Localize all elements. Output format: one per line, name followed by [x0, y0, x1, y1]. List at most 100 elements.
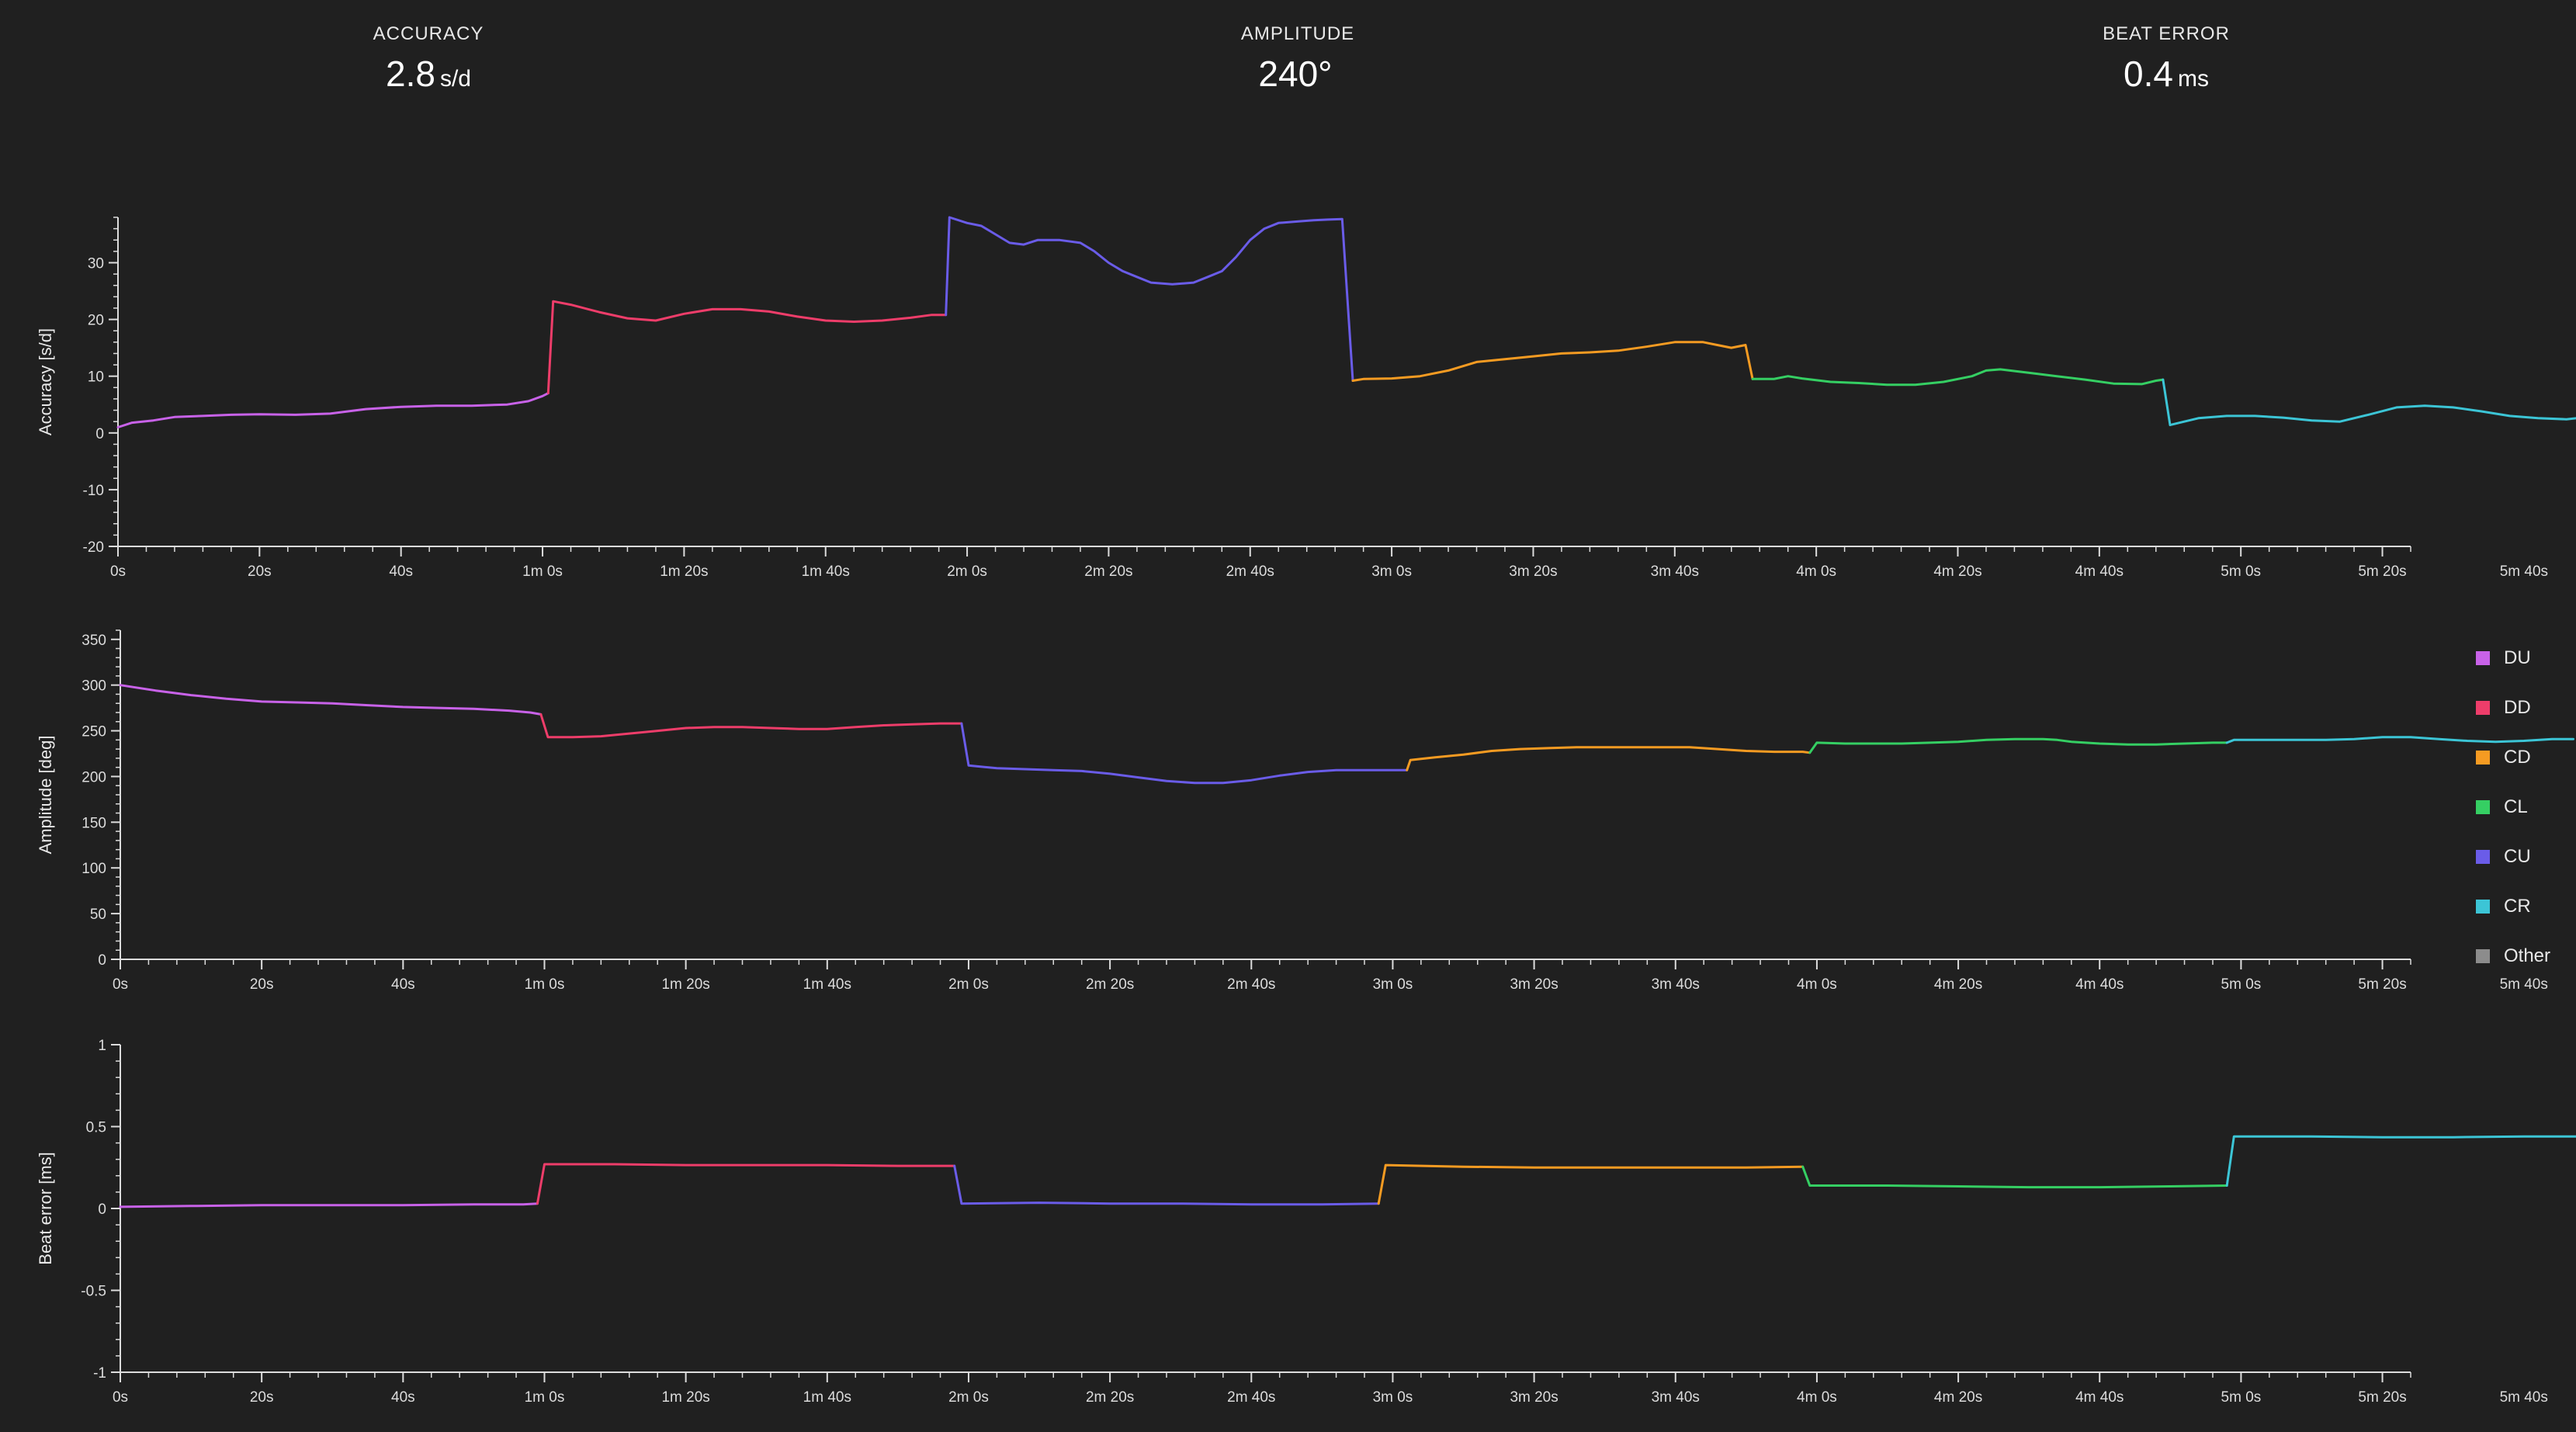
legend-label: CD: [2504, 747, 2531, 768]
x-tick-label: 5m 40s: [2500, 563, 2548, 580]
x-tick-label: 2m 0s: [948, 976, 989, 993]
x-tick-label: 1m 20s: [660, 563, 708, 580]
legend-swatch: [2476, 900, 2490, 914]
series-line-2: [546, 300, 948, 395]
series-line-4: [1351, 341, 1754, 382]
x-tick-label: 5m 20s: [2358, 976, 2406, 993]
y-tick-label: 30: [88, 255, 104, 272]
legend-item-cd[interactable]: CD: [2476, 733, 2550, 782]
metric-amplitude: AMPLITUDE 240°: [1104, 23, 1492, 95]
chart-panel-1: -20 -10 0 10 20 30 0s 20s 40s 1m 0s 1m 20s 1m 40s 2m…: [36, 216, 2576, 580]
x-tick-label: 3m 20s: [1509, 563, 1557, 580]
legend-item-cl[interactable]: CL: [2476, 782, 2550, 832]
x-tick-label: 1m 0s: [525, 976, 565, 993]
x-tick-label: 3m 40s: [1651, 563, 1699, 580]
x-tick-label: 1m 0s: [525, 1389, 565, 1406]
y-tick-label: 0: [98, 952, 106, 969]
x-tick-label: 5m 20s: [2358, 1389, 2406, 1406]
x-tick-label: 40s: [391, 976, 415, 993]
metric-accuracy: ACCURACY 2.8 s/d: [234, 23, 622, 95]
y-tick-label: 0: [95, 426, 104, 442]
y-tick-label: 300: [81, 678, 106, 695]
metric-beat-error: BEAT ERROR 0.4 ms: [1972, 23, 2360, 95]
x-tick-label: 1m 40s: [803, 1389, 851, 1406]
legend-label: Other: [2504, 945, 2551, 966]
legend-label: CL: [2504, 796, 2528, 817]
y-tick-label: 150: [81, 815, 106, 831]
x-tick-label: 0s: [110, 563, 126, 580]
metric-value: 0.4: [2124, 54, 2173, 94]
metric-value-row: 2.8 s/d: [234, 53, 622, 95]
x-tick-label: 3m 0s: [1371, 563, 1412, 580]
x-tick-label: 4m 20s: [1934, 1389, 1982, 1406]
x-tick-label: 2m 0s: [947, 563, 987, 580]
x-tick-label: 4m 40s: [2075, 563, 2124, 580]
legend-item-cr[interactable]: CR: [2476, 882, 2550, 931]
x-tick-label: 3m 40s: [1652, 1389, 1700, 1406]
y-tick-label: 0: [98, 1201, 106, 1218]
x-tick-label: 3m 0s: [1373, 976, 1413, 993]
y-tick-label: 250: [81, 724, 106, 740]
legend-label: DD: [2504, 697, 2531, 718]
x-tick-label: 1m 20s: [661, 976, 709, 993]
y-tick-label: 200: [81, 769, 106, 785]
x-tick-label: 4m 40s: [2075, 976, 2124, 993]
x-tick-label: 4m 20s: [1934, 976, 1982, 993]
legend-label: DU: [2504, 647, 2531, 668]
x-tick-label: 1m 20s: [661, 1389, 709, 1406]
x-tick-label: 2m 0s: [948, 1389, 989, 1406]
series-line-1: [119, 684, 543, 716]
metric-value-row: 0.4 ms: [1972, 53, 2360, 95]
series-line-4: [1406, 746, 1812, 771]
x-tick-label: 1m 40s: [802, 563, 850, 580]
y-axis-title: Amplitude [deg]: [36, 736, 55, 855]
y-tick-label: 10: [88, 369, 104, 386]
x-tick-label: 5m 0s: [2221, 976, 2262, 993]
y-tick-label: -10: [83, 483, 104, 499]
series-line-5: [1808, 737, 2228, 754]
series-line-3: [953, 1164, 1380, 1206]
legend-item-other[interactable]: Other: [2476, 931, 2550, 981]
legend-item-dd[interactable]: DD: [2476, 683, 2550, 733]
x-tick-label: 4m 0s: [1796, 563, 1836, 580]
y-tick-label: 1: [98, 1038, 106, 1054]
x-tick-label: 2m 40s: [1227, 976, 1275, 993]
x-tick-label: 3m 40s: [1652, 976, 1700, 993]
y-tick-label: 350: [81, 633, 106, 649]
series-line-2: [536, 1163, 956, 1205]
series-line-6: [2225, 1135, 2576, 1187]
series-line-4: [1377, 1163, 1805, 1205]
metric-value: 240°: [1258, 54, 1333, 94]
y-tick-label: 50: [90, 907, 106, 923]
series-line-6: [2162, 378, 2576, 427]
legend-swatch: [2476, 800, 2490, 814]
x-tick-label: 5m 20s: [2358, 563, 2406, 580]
series-line-5: [1751, 368, 2165, 387]
x-tick-label: 2m 20s: [1084, 563, 1132, 580]
x-tick-label: 0s: [113, 976, 128, 993]
x-tick-label: 1m 40s: [803, 976, 851, 993]
x-tick-label: 5m 40s: [2500, 1389, 2548, 1406]
metric-unit: s/d: [439, 66, 471, 92]
y-tick-label: -0.5: [81, 1284, 106, 1300]
chart-panel-3: -1 -0.5 0 0.5 1 0s 20s 40s 1m 0s 1m 20s 1m 40s 2m 0…: [36, 1038, 2576, 1406]
x-tick-label: 4m 0s: [1797, 1389, 1837, 1406]
x-tick-label: 40s: [391, 1389, 415, 1406]
series-line-1: [119, 1202, 539, 1208]
x-tick-label: 2m 40s: [1226, 563, 1274, 580]
x-tick-label: 0s: [113, 1389, 128, 1406]
x-tick-label: 4m 20s: [1933, 563, 1981, 580]
legend: DU DD CD CL CU CR Other: [2476, 633, 2550, 981]
series-line-1: [116, 392, 550, 428]
y-tick-label: -1: [93, 1365, 106, 1382]
y-tick-label: 100: [81, 861, 106, 877]
y-tick-label: -20: [83, 539, 104, 556]
x-tick-label: 20s: [250, 1389, 274, 1406]
x-tick-label: 5m 0s: [2221, 1389, 2262, 1406]
series-line-2: [539, 713, 963, 739]
legend-item-du[interactable]: DU: [2476, 633, 2550, 683]
metric-value: 2.8: [386, 54, 435, 94]
metric-value-row: 240°: [1104, 53, 1492, 95]
x-tick-label: 2m 20s: [1086, 1389, 1134, 1406]
legend-item-cu[interactable]: CU: [2476, 832, 2550, 882]
